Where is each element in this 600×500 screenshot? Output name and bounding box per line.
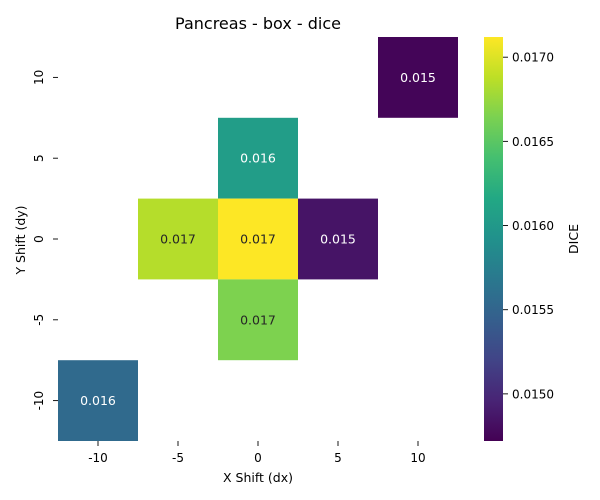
cell-value-label: 0.016 [80,393,116,408]
cell-value-label: 0.017 [240,312,276,327]
x-axis-label: X Shift (dx) [223,470,293,485]
colorbar-tick-label: 0.0150 [512,387,554,401]
heatmap-cells: 0.015 0.016 0.017 0.017 0.015 0.017 0.016 [58,37,458,441]
x-tick-label: 10 [410,451,425,465]
heatmap-cell [138,198,218,280]
x-tick-label: 0 [254,451,262,465]
colorbar-ticks: 0.0150 0.0155 0.0160 0.0165 0.0170 [503,51,554,401]
colorbar-tick-label: 0.0170 [512,51,554,65]
colorbar-gradient [484,37,503,441]
x-tick-label: -10 [88,451,108,465]
y-axis-ticks: 10 5 0 -5 -10 [32,70,58,411]
heatmap-cell [218,198,298,280]
chart-title: Pancreas - box - dice [175,14,341,33]
cell-value-label: 0.017 [160,232,196,247]
colorbar-label: DICE [566,224,581,254]
heatmap-cell [298,198,378,280]
x-axis-ticks: -10 -5 0 5 10 [88,441,426,465]
cell-value-label: 0.016 [240,151,276,166]
x-tick-label: -5 [172,451,184,465]
colorbar-tick-label: 0.0160 [512,219,554,233]
y-axis-label: Y Shift (dy) [13,205,28,275]
colorbar: 0.0150 0.0155 0.0160 0.0165 0.0170 DICE [484,37,581,441]
y-tick-label: -5 [32,314,46,326]
heatmap-cell [58,360,138,441]
cell-value-label: 0.017 [240,232,276,247]
y-tick-label: 5 [32,154,46,162]
y-tick-label: 0 [32,235,46,243]
colorbar-tick-label: 0.0165 [512,135,554,149]
cell-value-label: 0.015 [400,70,436,85]
y-tick-label: 10 [32,70,46,85]
heatmap-cell [218,117,298,199]
heatmap-cell [378,37,458,118]
colorbar-tick-label: 0.0155 [512,303,554,317]
x-tick-label: 5 [334,451,342,465]
y-tick-label: -10 [32,391,46,411]
cell-value-label: 0.015 [320,232,356,247]
heatmap-cell [218,279,298,361]
